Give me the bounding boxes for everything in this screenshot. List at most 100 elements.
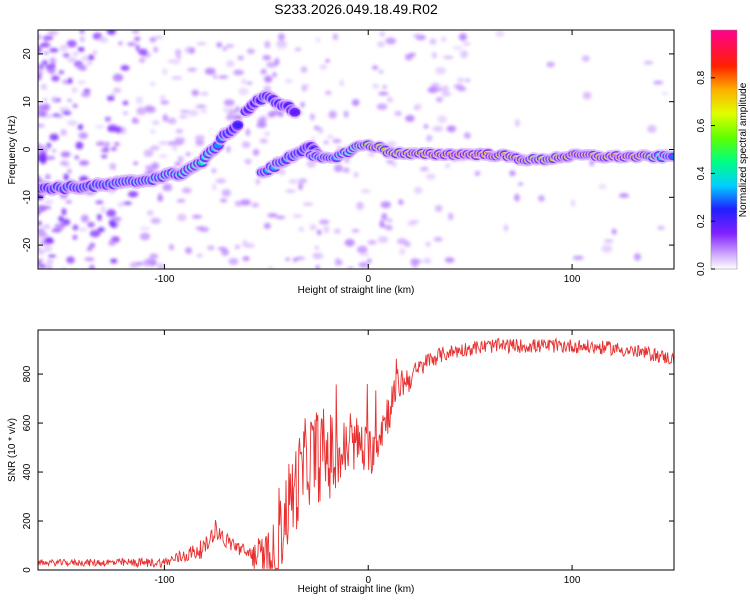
noise-blob [122,100,129,106]
noise-blob [72,103,78,108]
colorbar-frame [710,29,738,270]
noise-blob [76,62,82,70]
noise-blob [246,48,255,54]
noise-blob [149,37,157,43]
noise-blob [385,224,393,231]
noise-blob [385,37,397,45]
noise-blob [458,33,468,41]
noise-blob [414,103,423,109]
noise-blob [71,87,78,93]
colorbar-label: Normalized spectral amplitude [738,82,749,217]
noise-blob [302,202,314,206]
noise-blob [106,209,117,217]
noise-blob [187,67,198,72]
noise-blob [332,139,342,143]
snr-x-tick-label: -100 [154,575,174,586]
noise-blob [77,46,85,52]
noise-blob [179,114,188,119]
snr-y-tick-label: 0 [22,567,33,573]
noise-blob [62,53,70,58]
noise-blob [49,57,57,64]
noise-blob [51,113,62,117]
noise-blob [67,77,73,84]
noise-blob [80,214,89,223]
noise-blob [168,243,175,251]
noise-blob [333,228,341,234]
noise-blob [313,125,320,131]
noise-blob [372,83,380,89]
noise-blob [67,119,78,126]
noise-blob [188,109,199,117]
noise-blob [133,161,138,165]
noise-blob [47,30,59,36]
noise-blob [377,40,385,48]
noise-blob [51,95,58,102]
noise-blob [175,48,182,57]
noise-blob [509,170,516,177]
noise-blob [133,36,141,42]
noise-blob [195,226,206,230]
noise-blob [196,42,207,46]
noise-blob [292,258,298,262]
noise-blob [191,89,199,97]
noise-blob [46,259,54,265]
noise-blob [162,68,168,75]
noise-blob [572,255,584,260]
noise-blob [65,200,72,204]
noise-blob [66,256,75,264]
noise-blob [61,208,67,216]
noise-blob [435,96,444,101]
noise-blob [58,215,64,222]
noise-blob [72,51,79,57]
noise-blob [67,98,73,103]
noise-blob [191,214,203,219]
noise-blob [106,95,115,101]
noise-blob [227,108,237,116]
noise-blob [44,113,53,119]
noise-blob [60,128,67,136]
noise-blob [122,201,132,205]
spectrogram-x-tick-label: 100 [564,274,581,285]
noise-blob [351,99,360,107]
noise-blob [146,209,154,217]
noise-blob [38,50,41,54]
snr-y-tick-label: 800 [22,365,33,382]
noise-blob [38,263,47,269]
noise-blob [131,118,140,124]
colorbar-tick-label: 0.2 [696,214,707,228]
noise-blob [431,51,437,59]
noise-blob [43,245,53,252]
noise-blob [222,47,227,51]
spectrogram-y-tick-label: -20 [22,237,33,252]
colorbar-tick-label: 0.4 [696,166,707,180]
noise-blob [598,184,607,190]
noise-blob [92,50,97,55]
noise-blob [42,98,48,102]
spectrogram-y-tick-label: -10 [22,190,33,205]
noise-blob [435,66,446,75]
noise-blob [386,96,393,103]
noise-blob [101,154,108,159]
noise-blob [220,198,228,203]
noise-blob [63,173,69,181]
noise-blob [106,30,116,35]
noise-blob [245,128,251,137]
spectrogram-y-tick-label: 10 [22,96,33,108]
noise-blob [503,224,509,232]
spectrogram-y-tick-label: 20 [22,48,33,60]
noise-blob [347,266,354,269]
noise-blob [315,264,320,269]
noise-blob [143,149,154,158]
spectrogram-x-tick-label: 0 [365,274,371,285]
noise-blob [177,156,184,163]
noise-blob [323,225,330,234]
noise-blob [97,213,102,221]
noise-blob [111,216,122,222]
noise-blob [131,30,140,34]
noise-blob [196,253,203,258]
noise-blob [243,243,255,248]
noise-blob [176,199,186,203]
noise-blob [159,95,166,100]
noise-blob [246,81,253,85]
